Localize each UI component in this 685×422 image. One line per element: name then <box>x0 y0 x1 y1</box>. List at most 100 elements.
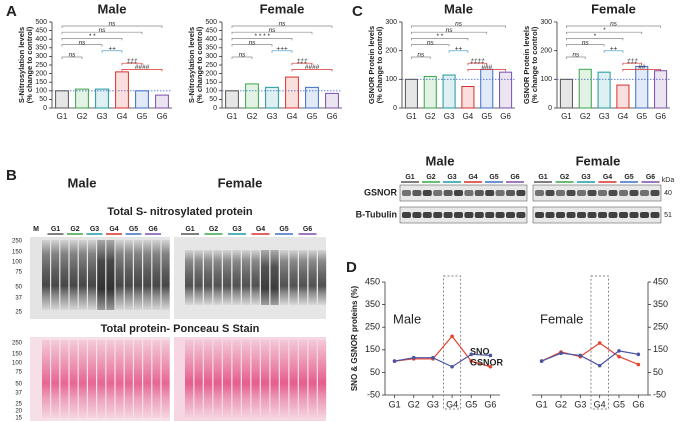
blot-band <box>577 190 586 196</box>
x-tick-label: G2 <box>555 399 567 409</box>
ladder-label: 37 <box>15 391 22 397</box>
y-tick-label: 350 <box>365 299 380 309</box>
chart-title: Female <box>540 311 583 326</box>
significance-label: ns <box>279 21 287 28</box>
significance-bracket <box>411 31 488 35</box>
lane-label: G4 <box>603 174 612 181</box>
blot-band <box>516 212 526 218</box>
ladder-label: 250 <box>12 341 23 347</box>
y-tick-label: 0 <box>213 105 217 112</box>
significance-label: #### <box>305 64 320 71</box>
ponceau-lane <box>106 340 115 418</box>
lane-label: G1 <box>51 226 60 233</box>
x-tick-label: G2 <box>77 112 88 121</box>
blot-image <box>399 206 528 224</box>
chart-title: Male <box>98 1 127 16</box>
y-tick-label: 200 <box>205 70 217 77</box>
blot-band <box>608 212 618 218</box>
significance-label: * <box>603 27 606 34</box>
significance-label: ns <box>455 21 463 28</box>
blot-band <box>506 190 515 196</box>
y-tick-label: -50 <box>367 389 380 399</box>
ponceau-lane <box>152 340 161 418</box>
significance-bracket <box>61 25 163 28</box>
y-tick-label: 150 <box>35 79 47 86</box>
bar <box>461 86 475 109</box>
row-kda: 51 <box>664 212 672 219</box>
bar <box>442 74 456 109</box>
significance-bracket <box>231 38 293 41</box>
blot-band <box>587 212 597 218</box>
ponceau-lane <box>78 340 87 418</box>
blot-subtitle: Total S- nitrosylated protein <box>107 206 253 218</box>
x-tick-label: G3 <box>599 112 610 121</box>
significance-label: ns <box>417 52 425 59</box>
blot-band <box>506 212 515 218</box>
significance-label: ns <box>610 21 618 28</box>
blot-band <box>443 190 453 196</box>
x-tick-label: G3 <box>97 112 108 121</box>
significance-label: ns <box>582 39 590 46</box>
blot-band <box>556 190 565 196</box>
y-axis-label: (% change to control) <box>530 26 539 103</box>
blot-image <box>399 184 528 202</box>
blot-title: Male <box>426 153 455 168</box>
significance-label: ns <box>446 27 454 34</box>
y-axis-label: S-Nitrosylation levels <box>17 27 26 103</box>
significance-label: ns <box>269 27 277 34</box>
significance-bracket <box>231 44 273 47</box>
blot-lane <box>251 250 260 305</box>
y-tick-label: 100 <box>35 88 47 95</box>
x-tick-label: G3 <box>267 112 278 121</box>
significance-bracket <box>61 38 123 41</box>
blot-lane <box>106 240 115 310</box>
unit-label: kDa <box>662 177 675 184</box>
panel-label: C <box>352 3 363 20</box>
highlight-box <box>590 275 609 410</box>
significance-label: ++ <box>610 46 618 53</box>
blot-lane <box>185 250 194 305</box>
significance-bracket <box>121 62 143 66</box>
ladder-label: 75 <box>15 270 22 276</box>
blot-band <box>545 212 555 218</box>
y-axis-label: (% change to control) <box>375 26 384 103</box>
point <box>469 352 474 357</box>
y-tick-label: 450 <box>205 27 217 34</box>
y-tick-label: -50 <box>653 389 666 399</box>
ponceau-lane <box>194 340 203 418</box>
panel-label: B <box>6 167 17 184</box>
bar <box>155 94 169 109</box>
x-tick-label: G5 <box>481 112 492 121</box>
blot-lane <box>88 240 96 310</box>
significance-label: * * <box>89 33 96 40</box>
blot-lane <box>242 250 251 305</box>
x-tick-label: G6 <box>327 112 338 121</box>
ponceau-lane <box>97 340 106 418</box>
significance-label: ns <box>99 27 107 34</box>
ponceau-lane <box>318 340 327 418</box>
blot-band <box>650 212 660 218</box>
lane-label: G4 <box>468 174 477 181</box>
blot-band <box>443 212 453 218</box>
bar <box>597 71 611 109</box>
blot-lane <box>51 240 60 310</box>
point <box>539 359 544 363</box>
blot-lane <box>115 240 124 310</box>
y-tick-label: 150 <box>653 344 668 354</box>
significance-bracket <box>411 44 450 47</box>
ladder-label: 250 <box>12 239 23 245</box>
blot-lane <box>213 250 222 305</box>
lane-label: G6 <box>303 226 312 233</box>
bar <box>245 83 259 109</box>
highlight-box <box>443 275 462 410</box>
significance-bracket <box>291 62 313 66</box>
ponceau-lane <box>308 340 317 418</box>
bar <box>578 68 592 109</box>
blot-lane <box>124 240 133 310</box>
blot-band <box>535 212 544 218</box>
blot-lane <box>232 250 241 305</box>
y-axis-label: (% change to control) <box>195 26 204 103</box>
point <box>450 334 454 339</box>
significance-bracket <box>467 69 506 72</box>
series-line <box>541 342 639 366</box>
